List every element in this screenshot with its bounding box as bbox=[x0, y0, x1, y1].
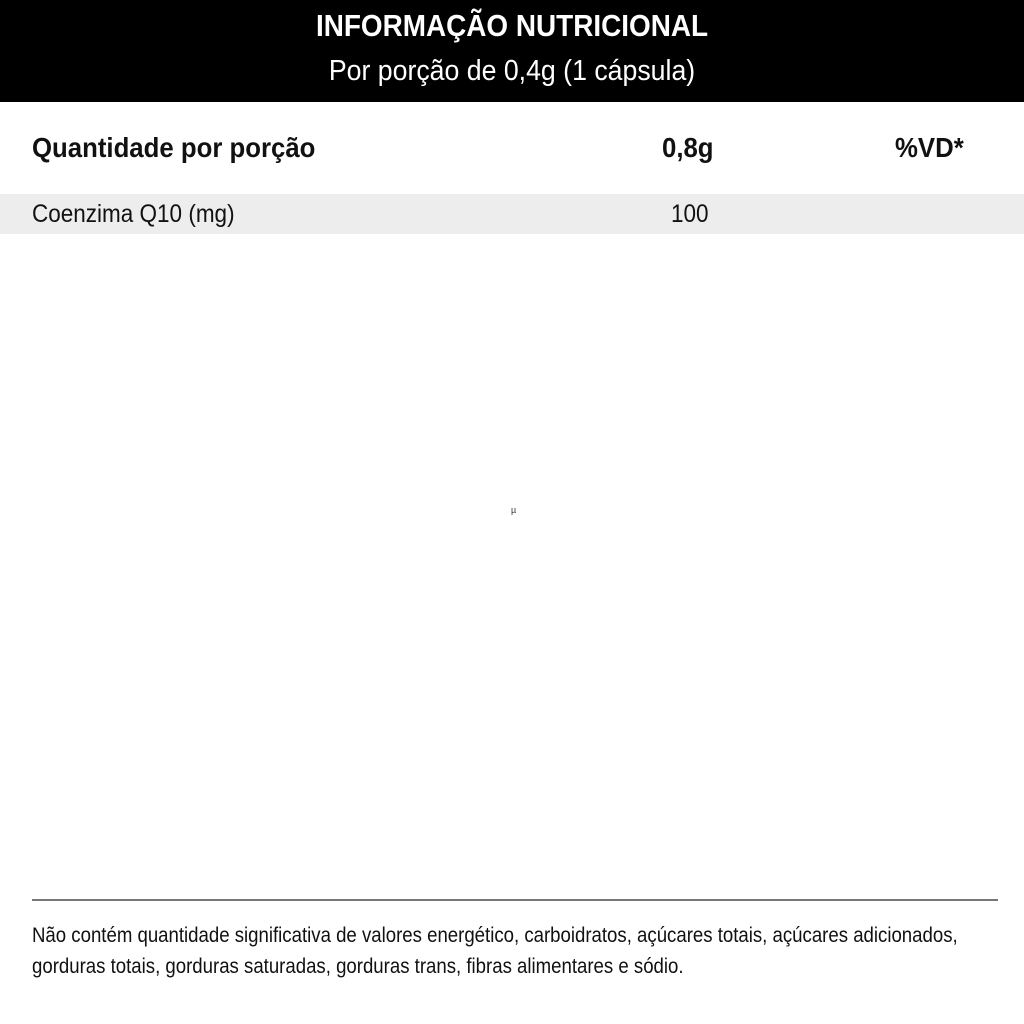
stray-mark: µ bbox=[511, 505, 517, 515]
column-header-vd: %VD* bbox=[895, 132, 964, 163]
page-title: INFORMAÇÃO NUTRICIONAL bbox=[315, 8, 709, 43]
footer-note: Não contém quantidade significativa de v… bbox=[32, 924, 958, 978]
column-header-amount: 0,8g bbox=[662, 132, 714, 163]
nutrient-name: Coenzima Q10 (mg) bbox=[32, 200, 235, 228]
column-header-quantity: Quantidade por porção bbox=[32, 132, 316, 163]
serving-size: Por porção de 0,4g (1 cápsula) bbox=[328, 55, 696, 87]
header-banner: INFORMAÇÃO NUTRICIONAL Por porção de 0,4… bbox=[0, 0, 1024, 102]
nutrient-amount: 100 bbox=[671, 200, 709, 228]
divider bbox=[32, 899, 998, 901]
table-row bbox=[0, 194, 1024, 234]
